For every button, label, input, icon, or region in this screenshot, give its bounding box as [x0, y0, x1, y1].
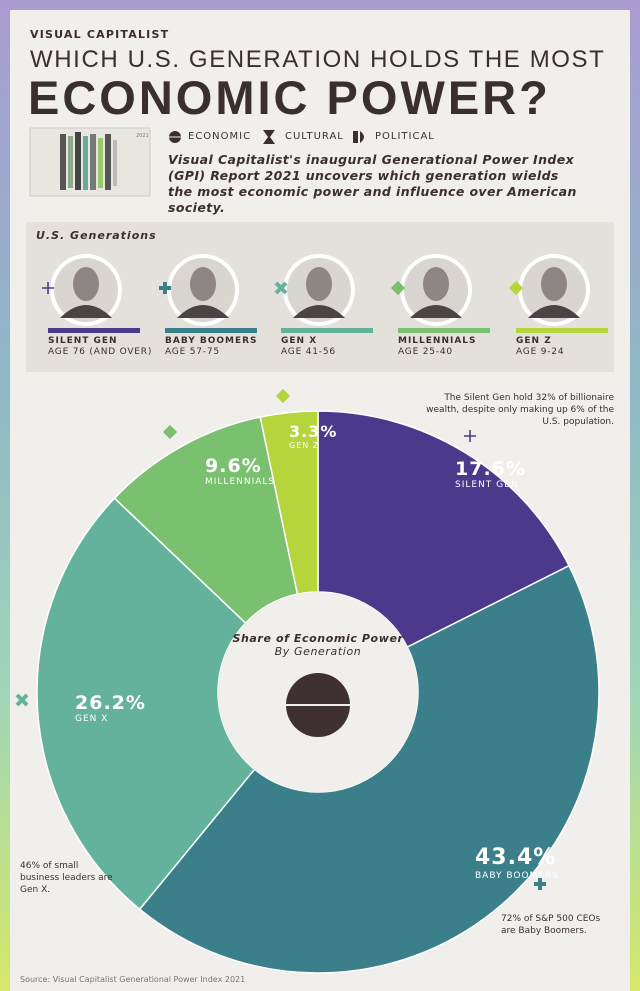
generation-name: BABY BOOMERS [165, 336, 258, 346]
annotation: 46% of small business leaders are Gen X. [20, 861, 113, 895]
portrait-face [541, 267, 567, 301]
value-label: 9.6% [205, 455, 262, 477]
icon-diamond [275, 388, 291, 404]
portrait-face [423, 267, 449, 301]
value-label: 17.6% [455, 458, 526, 480]
icon-plus [464, 430, 476, 442]
generation-bar [281, 328, 373, 333]
portrait-shoulders [177, 305, 229, 318]
brand: VISUAL CAPITALIST [30, 28, 170, 41]
icon-diamond [162, 424, 178, 440]
generations-title: U.S. Generations [36, 229, 157, 242]
annotation: 72% of S&P 500 CEOs are Baby Boomers. [501, 914, 601, 936]
generation-name: MILLENNIALS [398, 336, 477, 346]
portrait-face [73, 267, 99, 301]
generation-age: AGE 9-24 [516, 347, 565, 357]
generation-bar [516, 328, 608, 333]
generation-age: AGE 25-40 [398, 347, 453, 357]
generation-bar [165, 328, 257, 333]
value-label: 3.3% [289, 422, 338, 441]
portrait-shoulders [60, 305, 112, 318]
icon-plus [159, 282, 171, 294]
generation-age: AGE 76 (AND OVER) [48, 347, 153, 357]
title-main: ECONOMIC POWER? [28, 71, 551, 124]
source: Source: Visual Capitalist Generational P… [20, 975, 246, 984]
value-label: 43.4% [475, 845, 557, 870]
icon-plus [42, 282, 54, 294]
generation-name: GEN X [281, 336, 318, 346]
power-type: POLITICAL [375, 131, 435, 142]
chart-title: Share of Economic Power [232, 632, 404, 645]
slice-label: GEN X [75, 714, 109, 724]
portrait-shoulders [528, 305, 580, 318]
power-type: CULTURAL [285, 131, 344, 142]
icon-diamond [508, 280, 524, 296]
generation-bar [398, 328, 490, 333]
title: WHICH U.S. GENERATION HOLDS THE MOST [30, 46, 606, 73]
generation-age: AGE 41-56 [281, 347, 336, 357]
portrait-face [190, 267, 216, 301]
icon-plus [534, 878, 546, 890]
power-icons [169, 130, 364, 144]
slice-label: MILLENNIALS [205, 477, 276, 487]
portrait-face [306, 267, 332, 301]
slice-label: SILENT GEN [455, 480, 519, 490]
slice-label: GEN Z [289, 441, 320, 450]
slice-label: BABY BOOMERS [475, 871, 559, 881]
chart-subtitle: By Generation [274, 645, 362, 658]
icon-x [15, 693, 29, 707]
annotation: The Silent Gen hold 32% of billionaire w… [426, 393, 614, 427]
generation-bar [48, 328, 140, 333]
icon-x [274, 281, 288, 295]
generation-name: GEN Z [516, 336, 552, 346]
icon-diamond [390, 280, 406, 296]
portrait-shoulders [293, 305, 345, 318]
power-type: ECONOMIC [188, 131, 252, 142]
cover-stripes [60, 132, 117, 190]
generation-name: SILENT GEN [48, 336, 118, 346]
portrait-shoulders [410, 305, 462, 318]
intro: Visual Capitalist's inaugural Generation… [168, 152, 577, 215]
generation-age: AGE 57-75 [165, 347, 220, 357]
value-label: 26.2% [75, 692, 146, 714]
cover-year: 2021 [136, 133, 149, 139]
